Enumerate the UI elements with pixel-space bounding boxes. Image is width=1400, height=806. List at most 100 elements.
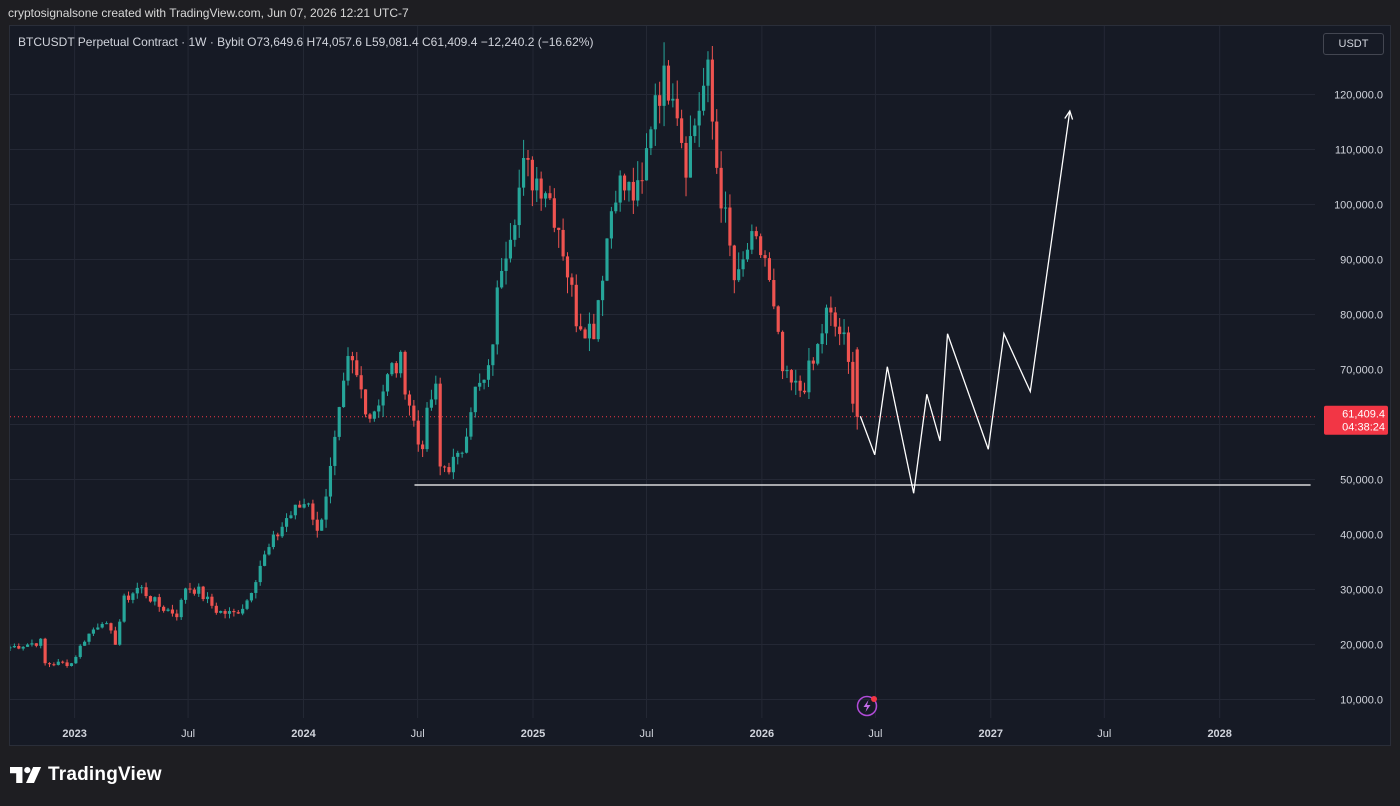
candle	[337, 406, 341, 441]
candle	[614, 190, 618, 214]
price-axis-label: 70,000.0	[1340, 365, 1383, 377]
candle	[833, 306, 837, 337]
candle	[535, 166, 539, 203]
chart-panel[interactable]: 10,000.0 20,000.0 30,000.0 40,000.0 50,000.0…	[9, 25, 1391, 746]
candle	[785, 365, 789, 378]
candle-body	[359, 375, 363, 390]
candle-body	[522, 158, 526, 188]
candle-body	[355, 360, 359, 376]
candle-body	[328, 465, 333, 497]
bar-countdown: 04:38:24	[1342, 422, 1385, 434]
candle	[798, 375, 802, 398]
candle	[52, 662, 56, 667]
candle	[741, 251, 745, 277]
candle-body	[574, 284, 578, 327]
projection-path[interactable]	[859, 110, 1071, 494]
symbol-legend[interactable]: BTCUSDT Perpetual Contract · 1W · Bybit …	[18, 35, 594, 49]
time-axis-label: 2025	[521, 728, 545, 740]
candle	[622, 173, 627, 201]
candle	[750, 224, 754, 255]
price-axis-label: 80,000.0	[1340, 310, 1383, 322]
candle	[170, 604, 174, 617]
candle	[293, 504, 297, 520]
candle	[179, 598, 183, 620]
candle-body	[320, 519, 324, 531]
candle-body	[710, 59, 714, 122]
candle	[596, 299, 600, 342]
lightning-bolt-icon[interactable]	[856, 695, 878, 717]
candle-body	[227, 611, 232, 614]
price-axis-label: 50,000.0	[1340, 475, 1383, 487]
candle-body	[570, 277, 574, 285]
candle-body	[113, 630, 117, 645]
candle-body	[302, 504, 306, 508]
price-axis-label: 30,000.0	[1340, 585, 1383, 597]
time-axis-label: 2026	[750, 728, 774, 740]
candle-body	[100, 623, 104, 628]
candle	[697, 92, 701, 148]
candle	[126, 591, 131, 603]
candle-body	[456, 452, 460, 457]
candle-body	[188, 588, 192, 590]
candle-body	[530, 159, 534, 191]
currency-button[interactable]: USDT	[1323, 33, 1384, 55]
candle	[715, 109, 719, 174]
candle	[232, 608, 236, 617]
candle-body	[842, 332, 846, 335]
candle-body	[732, 245, 736, 281]
candle	[772, 268, 776, 310]
candle	[680, 109, 684, 149]
candle-body	[701, 85, 706, 111]
candle-body	[289, 515, 293, 519]
candle	[214, 602, 218, 615]
candle	[429, 389, 433, 411]
candle	[284, 513, 289, 533]
candle	[636, 161, 640, 207]
candle-body	[750, 231, 754, 250]
chart-caption: cryptosignalsone created with TradingVie…	[8, 6, 409, 20]
candle-body	[412, 405, 416, 421]
candle	[601, 275, 605, 317]
candle-body	[451, 456, 455, 473]
time-axis-label: Jul	[411, 728, 425, 740]
candle	[570, 273, 574, 297]
candle-body	[162, 606, 166, 611]
candle-body	[478, 382, 482, 387]
candle	[306, 502, 311, 507]
candle	[640, 162, 644, 194]
candle	[504, 241, 508, 285]
candle	[688, 115, 692, 178]
price-chart[interactable]: 10,000.0 20,000.0 30,000.0 40,000.0 50,000.0…	[10, 26, 1390, 745]
candle-body	[851, 361, 855, 404]
candle	[693, 118, 697, 143]
candle-body	[17, 646, 21, 649]
candle	[289, 511, 293, 519]
candle-body	[557, 227, 561, 230]
candle-body	[298, 504, 302, 508]
candle-body	[794, 380, 798, 383]
candle-body	[205, 596, 210, 600]
candle	[131, 592, 135, 604]
candle-body	[179, 599, 183, 618]
candle-body	[680, 118, 684, 143]
candle-body	[385, 374, 390, 392]
candle-body	[464, 436, 469, 453]
candle	[350, 351, 354, 374]
candle-body	[166, 609, 170, 611]
projection-arrowhead[interactable]	[1064, 109, 1074, 120]
candle	[30, 639, 34, 647]
candle-body	[833, 312, 837, 327]
candle-body	[605, 238, 609, 281]
price-axis-label: 90,000.0	[1340, 255, 1383, 267]
candle-body	[315, 519, 319, 531]
drawings[interactable]	[414, 109, 1311, 494]
candle	[258, 560, 262, 586]
candle-body	[399, 351, 403, 374]
candle-body	[618, 175, 622, 203]
candle	[574, 274, 578, 333]
tradingview-logo[interactable]: TradingView	[10, 764, 162, 786]
candle-body	[785, 370, 789, 372]
candle	[587, 312, 592, 352]
candle-body	[232, 611, 236, 613]
candle-body	[170, 609, 174, 614]
